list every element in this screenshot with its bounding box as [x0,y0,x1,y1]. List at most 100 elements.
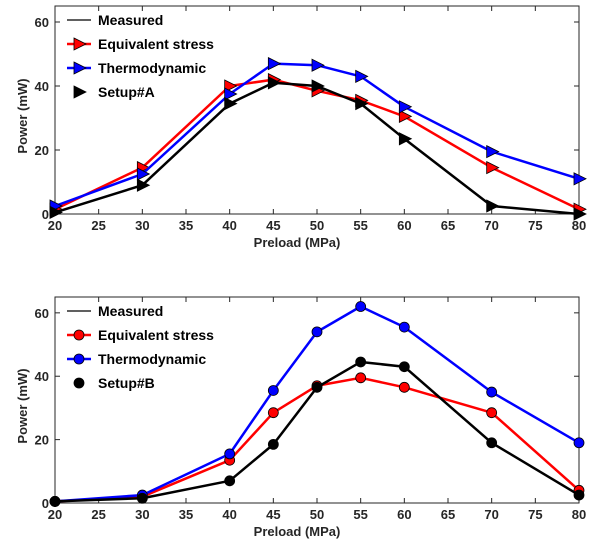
x-tick-label: 75 [528,218,542,233]
data-point [49,205,63,220]
y-axis-label: Power (mW) [15,78,30,153]
data-point [398,321,410,333]
data-point [267,407,279,419]
data-point [311,58,325,72]
x-tick-label: 65 [441,507,455,522]
legend-label: Setup#B [98,375,155,391]
data-point [573,207,587,221]
legend-label: Thermodynamic [98,351,206,367]
legend-swatch-marker [73,353,85,365]
data-point [224,96,238,111]
series-thermodynamic [49,56,587,213]
legend: Measured Equivalent stress Thermodynamic Se… [67,12,214,100]
x-tick-label: 55 [353,218,367,233]
x-tick-label: 80 [572,218,586,233]
data-point [355,69,369,84]
y-tick-label: 20 [35,143,49,158]
x-tick-label: 45 [266,507,280,522]
data-point [355,356,367,368]
legend-label: Equivalent stress [98,327,214,343]
data-point [311,381,323,393]
x-tick-label: 25 [91,507,105,522]
x-tick-label: 35 [179,218,193,233]
data-point [398,361,410,373]
legend-swatch-marker [73,329,85,341]
x-tick-label: 40 [222,218,236,233]
legend-swatch-marker [73,85,87,99]
data-point [267,56,282,71]
data-point [486,160,500,175]
legend-swatch-marker [73,61,87,75]
legend-label: Thermodynamic [98,60,206,76]
chart-panel-2: 20 25 30 35 40 45 50 55 60 65 70 75 800204060Preload… [15,296,586,539]
chart-panel-1: 20 25 30 35 40 45 50 55 60 65 70 75 800204060Preload… [15,5,587,250]
data-point [136,492,148,504]
x-tick-label: 70 [484,507,498,522]
data-point [267,76,282,90]
data-point [486,386,498,398]
legend-swatch-marker [73,37,87,51]
data-point [311,79,325,93]
x-tick-label: 35 [179,507,193,522]
data-point [355,301,367,312]
legend-label: Measured [98,303,163,319]
y-tick-label: 0 [42,207,49,222]
data-point [311,326,323,338]
data-point [136,178,151,192]
x-tick-label: 50 [310,218,324,233]
x-tick-label: 45 [266,218,280,233]
data-point [486,199,500,213]
data-point [355,372,367,384]
data-point [486,407,498,419]
data-point [398,132,413,146]
x-tick-label: 65 [441,218,455,233]
legend: Measured Equivalent stress Thermodynamic Se… [67,303,214,391]
plot-frame [54,5,580,215]
x-tick-label: 55 [353,507,367,522]
data-point [224,475,236,487]
series-measured [49,76,587,221]
data-point [573,172,587,186]
y-tick-label: 40 [35,369,49,384]
legend-label: Equivalent stress [98,36,214,52]
x-tick-label: 30 [135,218,149,233]
x-tick-label: 60 [397,218,411,233]
y-tick-label: 20 [35,433,49,448]
y-tick-label: 60 [35,306,49,321]
x-tick-label: 25 [91,218,105,233]
data-point [267,385,279,396]
x-tick-label: 30 [135,507,149,522]
x-tick-label: 50 [310,507,324,522]
x-tick-label: 20 [48,507,62,522]
data-point [573,489,585,501]
data-point [398,109,413,124]
series-measured [49,356,585,507]
data-point [398,100,413,114]
y-tick-label: 60 [35,15,49,30]
legend-swatch-marker [73,377,85,389]
y-axis-label: Power (mW) [15,368,30,443]
x-axis-label: Preload (MPa) [254,524,341,539]
legend-label: Measured [98,12,163,28]
data-point [573,437,585,449]
x-axis-label: Preload (MPa) [254,235,341,250]
data-point [224,448,236,460]
data-point [355,96,369,111]
data-point [398,381,410,393]
data-point [224,87,238,101]
x-tick-label: 60 [397,507,411,522]
y-tick-label: 40 [35,79,49,94]
data-point [486,437,498,449]
x-tick-label: 20 [48,218,62,233]
x-tick-label: 70 [484,218,498,233]
y-tick-label: 0 [42,496,49,511]
data-point [486,144,500,159]
legend-label: Setup#A [98,84,155,100]
series-thermodynamic [49,301,585,507]
data-point [267,438,279,450]
data-point [136,167,151,181]
x-tick-label: 40 [222,507,236,522]
data-point [49,496,61,507]
x-tick-label: 75 [528,507,542,522]
